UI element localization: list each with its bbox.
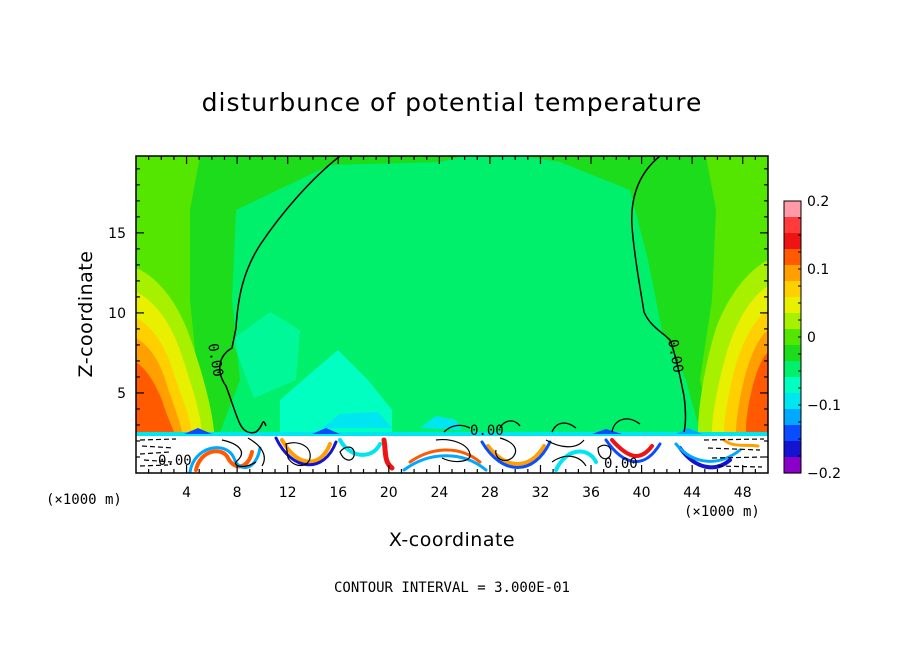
x-tick-label: 20 (380, 485, 398, 501)
colorbar-label: 0 (807, 330, 816, 346)
band-warm (194, 449, 254, 472)
contour-interval-note: CONTOUR INTERVAL = 3.000E-01 (334, 580, 570, 596)
bl-contour (545, 439, 587, 467)
field-boundary-strip (184, 428, 212, 434)
boundary-layer-contours (139, 437, 765, 468)
colorbar-swatch (784, 281, 801, 298)
contour-label-left: 0.00 (204, 342, 226, 378)
x-tick-label: 8 (233, 485, 242, 501)
band-cool (554, 449, 598, 472)
field-cool-pocket (280, 350, 392, 432)
x-unit-label: (×1000 m) (46, 492, 122, 508)
bl-contour (597, 444, 612, 460)
colorbar: 0.2 0.1 0 −0.1 −0.2 (783, 194, 841, 482)
bl-contour (247, 437, 265, 467)
contour-label-right: 0.00 (664, 338, 686, 374)
field-warm-right (746, 352, 768, 432)
x-axis-label: X-coordinate (389, 529, 515, 551)
colorbar-label: 0.1 (807, 262, 829, 278)
x-tick-label: 12 (279, 485, 297, 501)
zero-contour-right (631, 156, 687, 433)
y-unit-label: (×1000 m) (684, 504, 760, 520)
x-tick-label: 44 (683, 485, 701, 501)
colorbar-swatch (784, 233, 801, 250)
x-tick-label: 40 (633, 485, 651, 501)
field-cool-pocket (232, 312, 300, 398)
colorbar-swatch (784, 329, 801, 346)
field-boundary-strip (136, 432, 768, 436)
band-warm (408, 448, 482, 464)
contour-label-lower-left: 0.00 (158, 453, 192, 469)
colorbar-label: −0.1 (807, 398, 841, 414)
colorbar-swatch (784, 345, 801, 362)
band-cool (674, 442, 742, 463)
field-cyan-patch (322, 412, 392, 428)
colorbar-swatch (784, 457, 801, 474)
bl-contour (495, 437, 517, 462)
zero-contour-near-surface (443, 418, 641, 433)
colorbar-swatch (784, 409, 801, 426)
colorbar-swatch (784, 201, 801, 218)
colorbar-swatch (784, 393, 801, 410)
chart-title: disturbunce of potential temperature (202, 88, 703, 117)
bl-contour (285, 442, 311, 467)
field-boundary-strip (676, 428, 702, 434)
band-cool (604, 438, 662, 463)
x-tick-label: 24 (430, 485, 448, 501)
band-warm (381, 437, 395, 471)
boundary-layer-bands (188, 436, 760, 473)
x-tick-label: 28 (481, 485, 499, 501)
band-cool (274, 436, 338, 467)
colorbar-label: −0.2 (807, 466, 841, 482)
colorbar-swatch (784, 377, 801, 394)
colorbar-swatch (784, 441, 801, 458)
x-tick-label: 36 (582, 485, 600, 501)
colorbar-swatch (784, 361, 801, 378)
colorbar-swatch (784, 313, 801, 330)
y-tick-label: 5 (117, 386, 126, 402)
y-axis-label: Z-coordinate (75, 251, 97, 378)
x-tick-label: 48 (734, 485, 752, 501)
bl-contour (339, 446, 355, 461)
x-tick-label: 16 (329, 485, 347, 501)
bl-contour (139, 438, 177, 467)
zero-contour-left (219, 156, 341, 434)
band-warm (486, 444, 546, 466)
plot-area: 0.00 0.00 0.00 0.00 0.00 (136, 156, 768, 473)
field-boundary-strip (312, 428, 340, 434)
band-warm (722, 438, 760, 448)
colorbar-swatch (784, 425, 801, 442)
contour-label-surface: 0.00 (470, 423, 504, 439)
axis-ticks (136, 156, 768, 473)
band-cool (402, 454, 488, 472)
band-warm (610, 438, 654, 458)
colorbar-swatch (784, 217, 801, 234)
band-cool (338, 438, 382, 457)
colorbar-label: 0.2 (807, 194, 829, 210)
contour-label-lower-right: 0.00 (604, 456, 638, 472)
colorbar-swatch (784, 265, 801, 282)
bl-contour (221, 439, 257, 468)
bl-contour (435, 439, 471, 463)
colorbar-swatch (784, 297, 801, 314)
x-tick-label: 32 (532, 485, 550, 501)
colorbar-swatch (784, 249, 801, 266)
bl-contour (703, 438, 765, 468)
y-tick-label: 15 (108, 226, 126, 242)
field-boundary-strip (592, 429, 622, 434)
x-tick-label: 4 (182, 485, 191, 501)
y-tick-label: 10 (108, 306, 126, 322)
field-warm-left (136, 362, 174, 432)
band-cool (480, 440, 552, 469)
